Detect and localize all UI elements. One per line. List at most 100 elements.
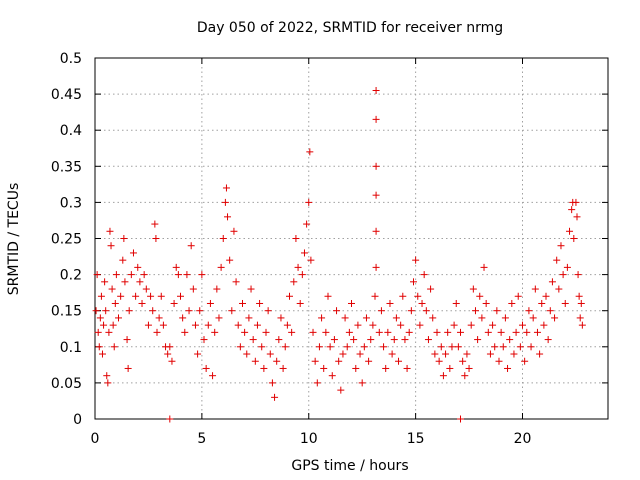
data-point: [313, 379, 321, 387]
data-point: [350, 336, 358, 344]
data-points: [92, 86, 586, 423]
data-point: [320, 364, 328, 372]
data-point: [115, 314, 123, 322]
data-point: [125, 307, 133, 315]
data-point: [557, 242, 565, 250]
data-point: [258, 343, 266, 351]
data-point: [253, 321, 261, 329]
data-point: [371, 292, 379, 300]
data-point: [337, 386, 345, 394]
data-point: [529, 314, 537, 322]
y-tick-label: 0.05: [51, 376, 82, 392]
data-point: [142, 285, 150, 293]
data-point: [372, 191, 380, 199]
data-point: [566, 227, 574, 235]
data-point: [471, 307, 479, 315]
data-point: [94, 328, 102, 336]
data-point: [166, 415, 174, 423]
data-point: [390, 336, 398, 344]
data-point: [516, 343, 524, 351]
data-point: [405, 328, 413, 336]
data-point: [407, 307, 415, 315]
data-point: [352, 364, 360, 372]
data-point: [138, 299, 146, 307]
data-point: [476, 292, 484, 300]
x-axis-ticks: 0 5 10 15 20: [91, 58, 532, 447]
data-point: [372, 227, 380, 235]
x-tick-label: 5: [197, 431, 206, 447]
data-point: [489, 321, 497, 329]
data-point: [92, 307, 100, 315]
data-point: [222, 184, 230, 192]
data-point: [326, 343, 334, 351]
data-point: [469, 285, 477, 293]
data-point: [542, 292, 550, 300]
data-point: [144, 321, 152, 329]
data-point: [467, 321, 475, 329]
data-point: [134, 263, 142, 271]
data-point: [132, 292, 140, 300]
data-point: [365, 357, 373, 365]
data-point: [568, 206, 576, 214]
data-point: [281, 343, 289, 351]
data-point: [504, 364, 512, 372]
data-point: [247, 285, 255, 293]
data-point: [185, 307, 193, 315]
data-point: [572, 198, 580, 206]
data-point: [155, 314, 163, 322]
data-point: [380, 343, 388, 351]
data-point: [157, 292, 165, 300]
y-axis-label: SRMTID / TECUs: [6, 183, 22, 296]
data-point: [397, 321, 405, 329]
data-point: [112, 271, 120, 279]
data-point: [105, 328, 113, 336]
data-point: [463, 350, 471, 358]
data-point: [129, 249, 137, 257]
data-point: [457, 415, 465, 423]
data-point: [377, 307, 385, 315]
data-point: [117, 292, 125, 300]
data-point: [103, 372, 111, 380]
data-point: [243, 350, 251, 358]
data-point: [97, 292, 105, 300]
data-point: [480, 263, 488, 271]
data-point: [236, 343, 244, 351]
data-point: [279, 364, 287, 372]
data-point: [429, 314, 437, 322]
data-point: [403, 364, 411, 372]
data-point: [525, 307, 533, 315]
data-point: [512, 328, 520, 336]
data-point: [110, 343, 118, 351]
data-point: [136, 278, 144, 286]
data-point: [573, 213, 581, 221]
data-point: [140, 271, 148, 279]
data-point: [328, 372, 336, 380]
data-point: [424, 336, 432, 344]
data-point: [226, 256, 234, 264]
data-point: [183, 271, 191, 279]
data-point: [181, 328, 189, 336]
data-point: [96, 314, 104, 322]
data-point: [221, 198, 229, 206]
data-point: [119, 256, 127, 264]
data-point: [305, 198, 313, 206]
data-point: [420, 271, 428, 279]
data-point: [446, 364, 454, 372]
x-tick-label: 20: [514, 431, 532, 447]
data-point: [461, 372, 469, 380]
data-point: [196, 307, 204, 315]
data-point: [306, 148, 314, 156]
data-point: [228, 307, 236, 315]
data-point: [172, 263, 180, 271]
data-point: [399, 292, 407, 300]
data-point: [465, 364, 473, 372]
data-point: [206, 299, 214, 307]
data-point: [315, 343, 323, 351]
x-tick-label: 15: [407, 431, 425, 447]
data-point: [104, 379, 112, 387]
data-point: [179, 314, 187, 322]
data-point: [111, 299, 119, 307]
data-point: [303, 220, 311, 228]
data-point: [296, 299, 304, 307]
data-point: [271, 393, 279, 401]
